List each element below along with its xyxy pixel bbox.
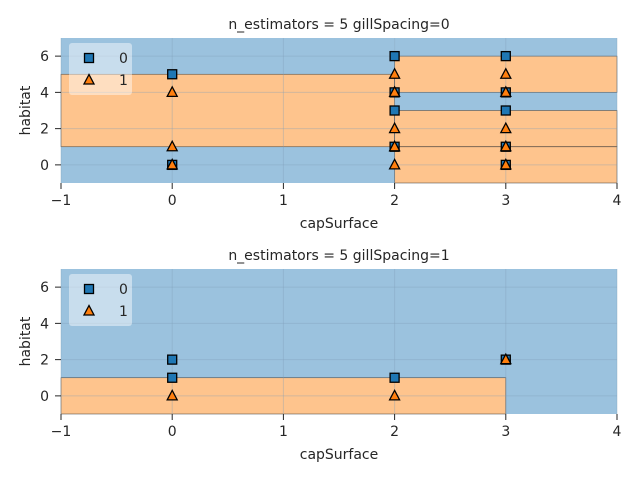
legend-marker-0: [83, 52, 95, 64]
decision-region-class-0: [394, 92, 617, 111]
legend-label: 1: [119, 304, 128, 320]
y-tick-label: 6: [40, 280, 49, 296]
chart-title: n_estimators = 5 gillSpacing=0: [228, 17, 449, 33]
y-tick-label: 2: [40, 353, 49, 369]
data-point-class-1: [499, 139, 512, 152]
data-point-class-1: [388, 388, 401, 401]
decision-region-class-1: [61, 377, 506, 414]
data-point-class-1: [499, 85, 512, 98]
data-point-class-1: [388, 121, 401, 134]
y-tick-label: 0: [40, 389, 49, 405]
x-tick-label: 2: [390, 193, 399, 209]
data-point-class-0: [167, 69, 178, 80]
data-point-class-1: [388, 157, 401, 170]
data-point-class-0: [389, 105, 400, 116]
x-axis-label: capSurface: [300, 216, 379, 232]
y-axis-label: habitat: [18, 85, 34, 135]
y-tick-label: 6: [40, 49, 49, 65]
decision-region-class-1: [61, 74, 395, 147]
x-tick-label: 3: [501, 193, 510, 209]
legend-marker-0: [83, 283, 95, 295]
y-tick-label: 2: [40, 122, 49, 138]
x-tick-label: 3: [501, 424, 510, 440]
y-tick-label: 4: [40, 316, 49, 332]
x-tick-label: −1: [51, 193, 72, 209]
legend-label: 0: [119, 51, 128, 67]
x-tick-label: 4: [613, 424, 622, 440]
data-point-class-1: [166, 157, 179, 170]
data-point-class-1: [166, 139, 179, 152]
x-tick-label: −1: [51, 424, 72, 440]
data-point-class-0: [167, 354, 178, 365]
y-tick-label: 4: [40, 85, 49, 101]
legend: 01: [69, 43, 132, 95]
x-tick-label: 2: [390, 424, 399, 440]
decision-region-class-0: [61, 38, 395, 75]
chart-title: n_estimators = 5 gillSpacing=1: [228, 248, 449, 264]
y-tick-label: 0: [40, 158, 49, 174]
data-point-class-1: [499, 352, 512, 365]
x-tick-label: 0: [168, 193, 177, 209]
data-point-class-1: [166, 85, 179, 98]
legend-label: 0: [119, 282, 128, 298]
legend: 01: [69, 274, 132, 326]
data-point-class-1: [388, 67, 401, 79]
legend-marker-1: [82, 304, 96, 316]
legend-marker-1: [82, 73, 96, 85]
decision-region-class-0: [394, 38, 617, 57]
data-point-class-1: [388, 85, 401, 98]
data-point-class-0: [167, 372, 178, 383]
data-point-class-1: [388, 139, 401, 152]
data-point-class-0: [389, 50, 400, 62]
y-axis-label: habitat: [18, 316, 34, 366]
x-axis-label: capSurface: [300, 447, 379, 463]
x-tick-label: 1: [279, 424, 288, 440]
data-point-class-1: [499, 157, 512, 170]
data-point-class-0: [389, 372, 400, 383]
legend-label: 1: [119, 73, 128, 89]
data-point-class-1: [499, 121, 512, 134]
data-point-class-0: [500, 50, 511, 62]
data-point-class-1: [499, 67, 512, 79]
x-tick-label: 4: [613, 193, 622, 209]
data-point-class-1: [166, 388, 179, 401]
x-tick-label: 0: [168, 424, 177, 440]
data-point-class-0: [500, 105, 511, 116]
x-tick-label: 1: [279, 193, 288, 209]
